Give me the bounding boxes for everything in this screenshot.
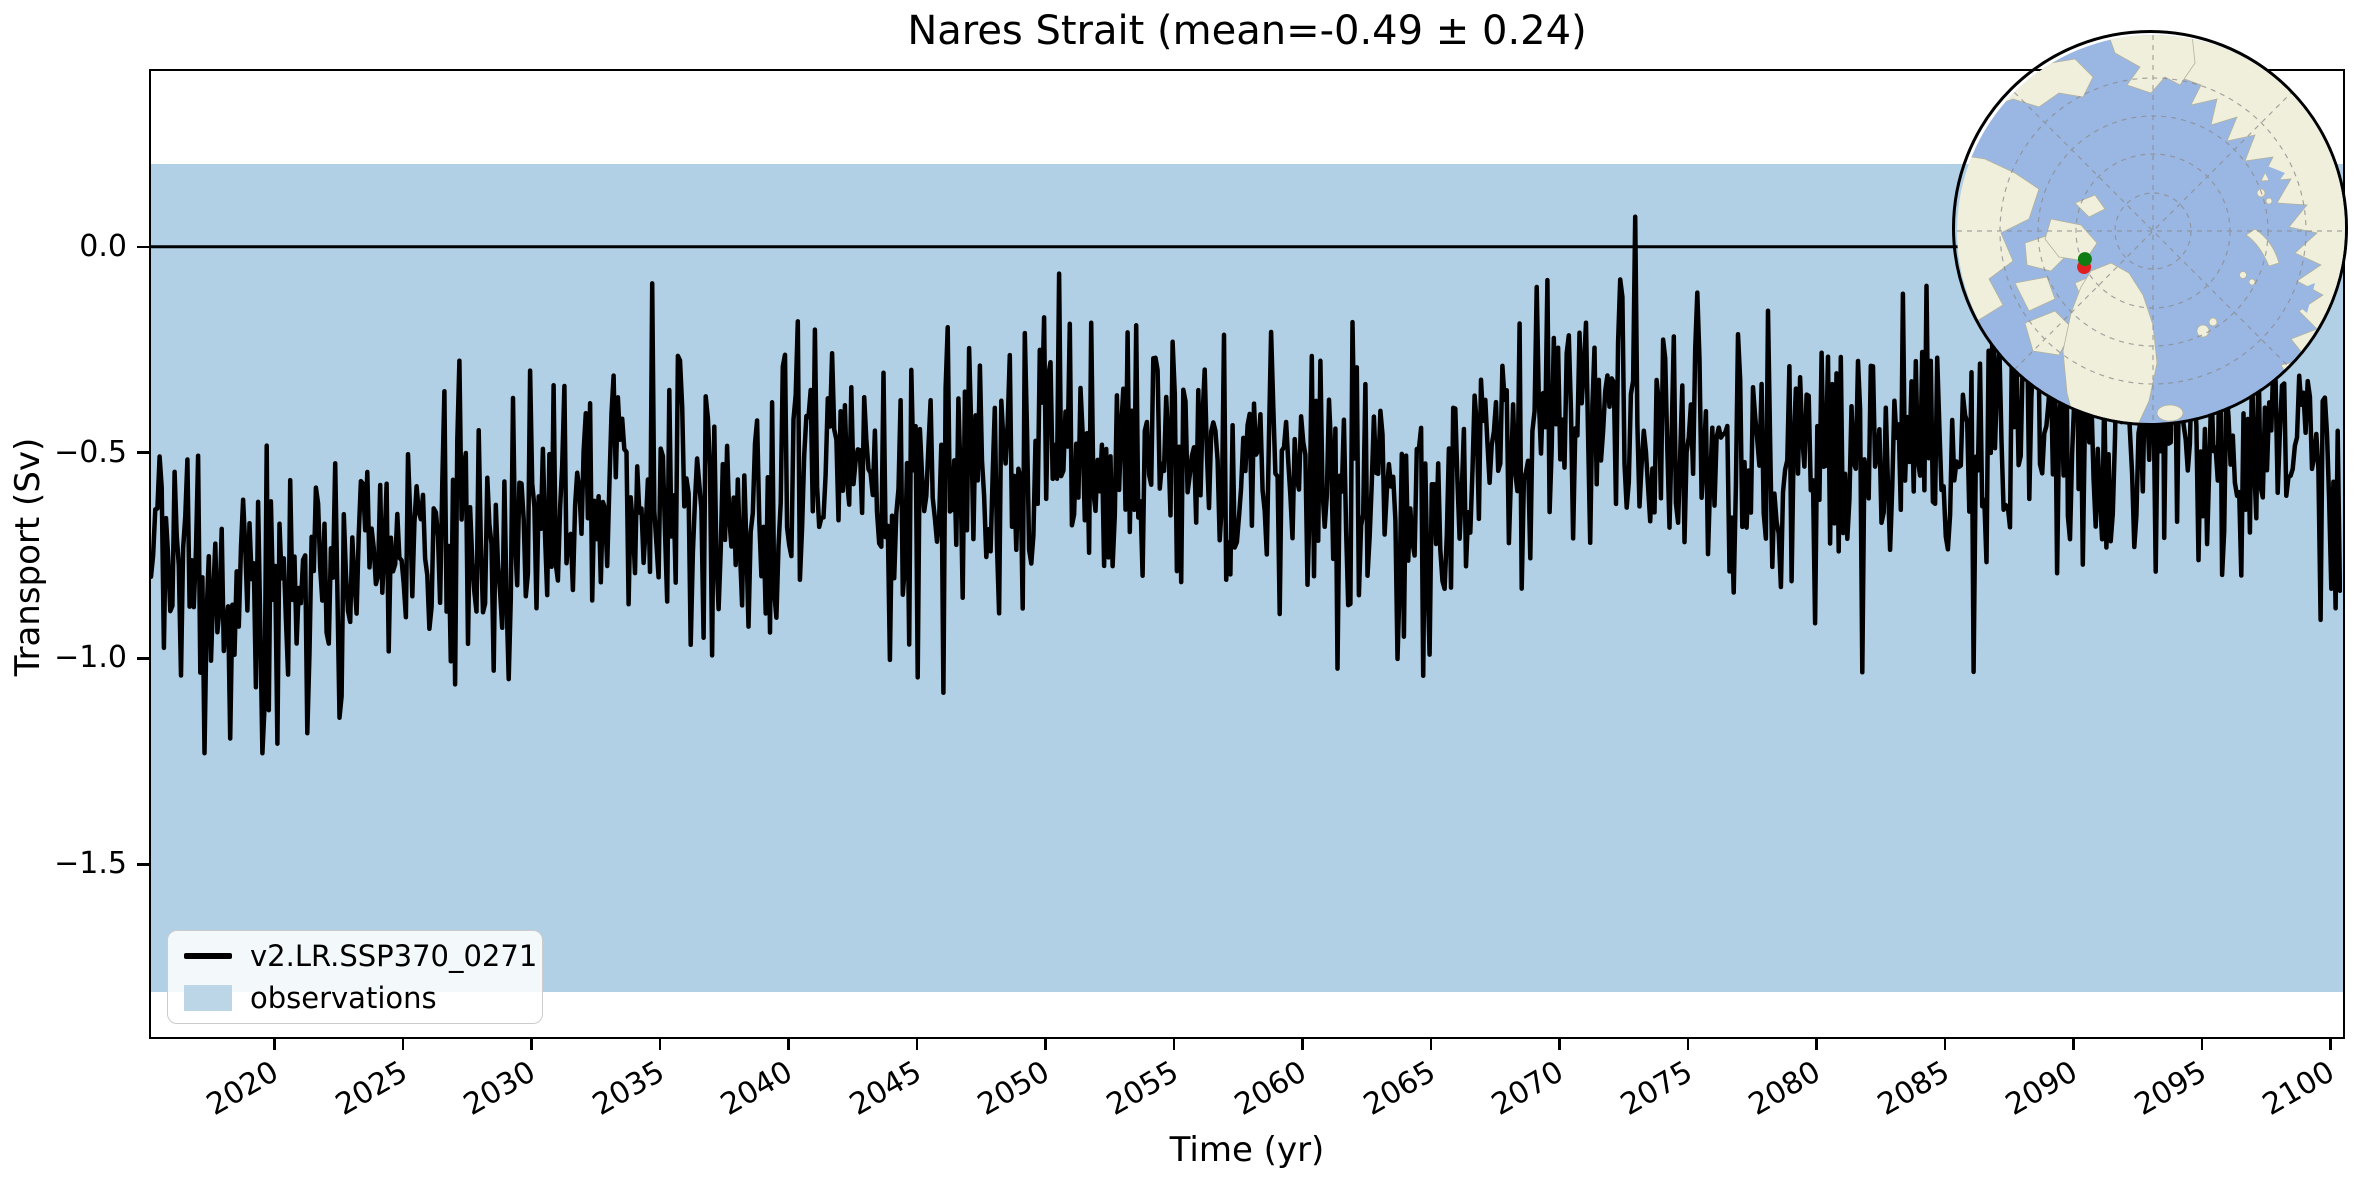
x-tick-mark: [1686, 1038, 1690, 1050]
x-tick-mark: [1429, 1038, 1433, 1050]
x-tick-mark: [1172, 1038, 1176, 1050]
y-tick-label: −0.5: [54, 434, 127, 470]
x-tick-mark: [530, 1038, 533, 1050]
x-tick-mark: [1943, 1038, 1947, 1050]
x-tick-mark: [1044, 1038, 1047, 1050]
x-tick-mark: [915, 1038, 919, 1050]
station-markers: [2077, 252, 2092, 274]
inset-arctic-map: [1952, 30, 2348, 426]
legend: v2.LR.SSP370_0271 observations: [167, 930, 543, 1024]
land-svalbard: [2196, 324, 2210, 338]
x-tick-mark: [787, 1038, 790, 1050]
legend-patch-swatch: [184, 985, 232, 1011]
arctic-map-canvas: [1957, 35, 2345, 423]
land-caa-island: [2014, 276, 2056, 312]
land-fjl: [2248, 278, 2256, 286]
land-severnaya: [2265, 197, 2273, 205]
land-chukotka: [2104, 35, 2196, 94]
x-tick-mark: [2072, 1038, 2075, 1050]
y-tick-mark: [137, 451, 149, 454]
y-axis-label: Transport (Sv): [8, 437, 48, 677]
land-iceland: [2156, 404, 2184, 422]
x-axis-label: Time (yr): [1169, 1130, 1325, 1170]
legend-entry-series: v2.LR.SSP370_0271: [168, 939, 542, 973]
x-tick-mark: [401, 1038, 405, 1050]
x-tick-mark: [2329, 1038, 2332, 1050]
x-tick-mark: [1301, 1038, 1304, 1050]
x-tick-mark: [273, 1038, 276, 1050]
graticule: [1957, 35, 2345, 423]
y-tick-label: 0.0: [79, 228, 127, 264]
land-novaya-zemlya: [2245, 228, 2280, 267]
y-tick-mark: [137, 863, 149, 866]
legend-entry-observations: observations: [168, 981, 542, 1015]
station-green-marker: [2077, 252, 2092, 267]
legend-line-swatch: [184, 953, 232, 959]
y-tick-label: −1.0: [54, 640, 127, 676]
chart-title: Nares Strait (mean=-0.49 ± 0.24): [907, 8, 1587, 54]
legend-label-series: v2.LR.SSP370_0271: [250, 939, 538, 973]
land-svalbard: [2208, 317, 2218, 327]
y-tick-label: −1.5: [54, 846, 127, 882]
x-tick-mark: [658, 1038, 662, 1050]
x-tick-mark: [1558, 1038, 1561, 1050]
legend-label-observations: observations: [250, 981, 437, 1015]
land-fjl: [2239, 271, 2247, 279]
land-greenland: [2062, 262, 2158, 423]
x-tick-mark: [2200, 1038, 2204, 1050]
transport-series-line: [151, 208, 2342, 756]
x-tick-mark: [1815, 1038, 1818, 1050]
y-tick-mark: [137, 245, 149, 249]
y-tick-mark: [137, 657, 149, 660]
